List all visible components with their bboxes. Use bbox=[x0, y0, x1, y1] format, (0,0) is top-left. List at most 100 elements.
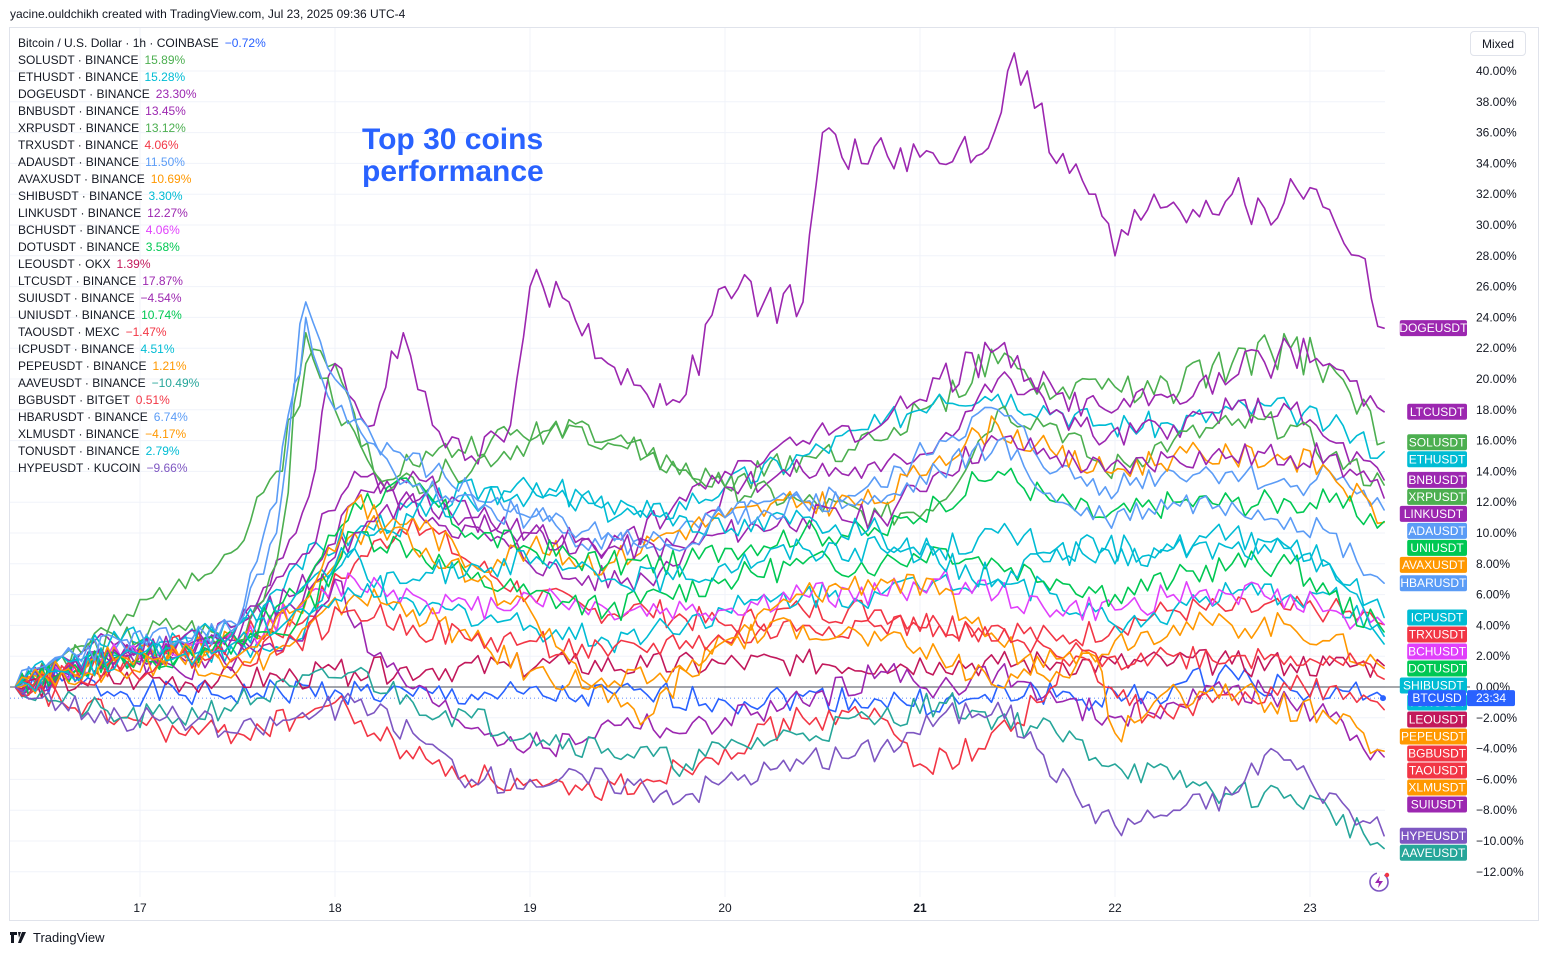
legend-symbol: DOTUSDT · BINANCE bbox=[18, 240, 140, 254]
y-tick-label: 16.00% bbox=[1476, 434, 1517, 448]
last-time-tag: 23:34 bbox=[1476, 691, 1506, 705]
tag-bg-suiusdt bbox=[1407, 796, 1467, 813]
legend-symbol: TRXUSDT · BINANCE bbox=[18, 138, 139, 152]
legend-item[interactable]: SUIUSDT · BINANCE −4.54% bbox=[18, 290, 266, 307]
legend-symbol: LEOUSDT · OKX bbox=[18, 257, 111, 271]
legend-symbol: HBARUSDT · BINANCE bbox=[18, 410, 148, 424]
tag-bg-uniusdt bbox=[1407, 539, 1467, 556]
legend-item[interactable]: DOTUSDT · BINANCE 3.58% bbox=[18, 239, 266, 256]
legend-symbol: XLMUSDT · BINANCE bbox=[18, 427, 140, 441]
y-tick-label: −10.00% bbox=[1476, 834, 1524, 848]
tag-bg-dotusdt bbox=[1407, 660, 1467, 677]
y-tick-label: 40.00% bbox=[1476, 64, 1517, 78]
legend-item[interactable]: LTCUSDT · BINANCE 17.87% bbox=[18, 273, 266, 290]
tag-label-shibusdt: SHIBUSDT bbox=[1403, 679, 1464, 693]
y-tick-label: 22.00% bbox=[1476, 341, 1517, 355]
tag-label-leousdt: LEOUSDT bbox=[1409, 713, 1466, 727]
legend-change: −9.66% bbox=[146, 461, 188, 475]
legend-item[interactable]: BNBUSDT · BINANCE 13.45% bbox=[18, 103, 266, 120]
legend-item[interactable]: AAVEUSDT · BINANCE −10.49% bbox=[18, 375, 266, 392]
y-tick-label: 8.00% bbox=[1476, 557, 1510, 571]
series-line-btcusd bbox=[14, 664, 1385, 717]
scale-mode-button[interactable]: Mixed bbox=[1470, 31, 1526, 56]
tag-bg-hypeusdt bbox=[1399, 827, 1467, 844]
legend-change: 15.28% bbox=[144, 70, 186, 84]
tag-label-linkusdt: LINKUSDT bbox=[1404, 507, 1464, 521]
tradingview-logo-icon bbox=[10, 932, 26, 943]
legend-item[interactable]: SHIBUSDT · BINANCE 3.30% bbox=[18, 188, 266, 205]
legend-change: 4.51% bbox=[140, 342, 175, 356]
legend-symbol: SOLUSDT · BINANCE bbox=[18, 53, 139, 67]
sparkle-lightning-icon[interactable] bbox=[1368, 871, 1390, 893]
tag-bg-adausdt bbox=[1407, 522, 1467, 539]
tag-bg-bnbusdt bbox=[1407, 471, 1467, 488]
legend-symbol: SUIUSDT · BINANCE bbox=[18, 291, 135, 305]
tag-bg-linkusdt bbox=[1399, 505, 1467, 522]
tag-label-xrpusdt: XRPUSDT bbox=[1408, 490, 1466, 504]
legend-item[interactable]: Bitcoin / U.S. Dollar · 1h · COINBASE −0.… bbox=[18, 35, 266, 52]
tradingview-brand[interactable]: TradingView bbox=[10, 930, 105, 945]
y-tick-label: 10.00% bbox=[1476, 526, 1517, 540]
y-tick-label: −6.00% bbox=[1476, 772, 1517, 786]
y-tick-label: 38.00% bbox=[1476, 95, 1517, 109]
series-line-hbarusdt bbox=[14, 316, 1385, 688]
x-tick-label: 20 bbox=[718, 901, 732, 915]
y-tick-label: 28.00% bbox=[1476, 249, 1517, 263]
chart-byline: yacine.ouldchikh created with TradingVie… bbox=[10, 7, 406, 21]
legend-symbol: ADAUSDT · BINANCE bbox=[18, 155, 140, 169]
series-line-aaveusdt bbox=[14, 666, 1385, 850]
legend-item[interactable]: PEPEUSDT · BINANCE 1.21% bbox=[18, 358, 266, 375]
legend-symbol: LTCUSDT · BINANCE bbox=[18, 274, 137, 288]
legend-item[interactable]: SOLUSDT · BINANCE 15.89% bbox=[18, 52, 266, 69]
legend-change: 2.79% bbox=[145, 444, 180, 458]
legend-item[interactable]: LINKUSDT · BINANCE 12.27% bbox=[18, 205, 266, 222]
x-tick-label: 19 bbox=[523, 901, 537, 915]
legend-item[interactable]: LEOUSDT · OKX 1.39% bbox=[18, 256, 266, 273]
series-line-dogeusdt bbox=[14, 52, 1385, 696]
tag-label-uniusdt: UNIUSDT bbox=[1410, 541, 1464, 555]
x-tick-label: 17 bbox=[133, 901, 147, 915]
tag-bg-pepeusdt bbox=[1399, 728, 1467, 745]
legend-symbol: SHIBUSDT · BINANCE bbox=[18, 189, 143, 203]
legend-item[interactable]: DOGEUSDT · BINANCE 23.30% bbox=[18, 86, 266, 103]
tag-bg-icpusdt bbox=[1407, 609, 1467, 626]
tag-label-adausdt: ADAUSDT bbox=[1408, 524, 1466, 538]
tag-label-taousdt: TAOUSDT bbox=[1409, 764, 1466, 778]
y-tick-label: −4.00% bbox=[1476, 742, 1517, 756]
legend-change: 10.74% bbox=[141, 308, 182, 322]
y-axis[interactable]: 40.00% 38.00% 36.00% 34.00% 32.00% 30.00% 28.0… bbox=[1476, 64, 1524, 879]
legend-item[interactable]: UNIUSDT · BINANCE 10.74% bbox=[18, 307, 266, 324]
tag-label-suiusdt: SUIUSDT bbox=[1411, 798, 1464, 812]
legend-change: −0.72% bbox=[224, 36, 266, 50]
tag-label-dotusdt: DOTUSDT bbox=[1408, 662, 1467, 676]
series-tags: DOGEUSDT LTCUSDT SOLUSDT ETHUSDT BNBUSDT XRPU… bbox=[10, 320, 1515, 861]
tag-bg-ltcusdt bbox=[1407, 403, 1467, 420]
series-line-icpusdt bbox=[14, 476, 1385, 688]
chart-frame bbox=[9, 27, 1539, 921]
time-tag-bg bbox=[1467, 690, 1515, 707]
legend-item[interactable]: ADAUSDT · BINANCE 11.50% bbox=[18, 154, 266, 171]
x-tick-label: 18 bbox=[328, 901, 342, 915]
legend-item[interactable]: ICPUSDT · BINANCE 4.51% bbox=[18, 341, 266, 358]
legend-change: 17.87% bbox=[142, 274, 183, 288]
symbol-legend: Bitcoin / U.S. Dollar · 1h · COINBASE −0.… bbox=[18, 35, 266, 477]
tag-bg-avaxusdt bbox=[1399, 556, 1467, 573]
legend-item[interactable]: AVAXUSDT · BINANCE 10.69% bbox=[18, 171, 266, 188]
legend-item[interactable]: ETHUSDT · BINANCE 15.28% bbox=[18, 69, 266, 86]
legend-item[interactable]: XLMUSDT · BINANCE −4.17% bbox=[18, 426, 266, 443]
legend-item[interactable]: XRPUSDT · BINANCE 13.12% bbox=[18, 120, 266, 137]
legend-item[interactable]: TAOUSDT · MEXC −1.47% bbox=[18, 324, 266, 341]
x-axis[interactable]: 17 18 19 20 21 22 23 bbox=[133, 901, 1317, 915]
legend-item[interactable]: TRXUSDT · BINANCE 4.06% bbox=[18, 137, 266, 154]
tag-label-hypeusdt: HYPEUSDT bbox=[1401, 829, 1467, 843]
legend-item[interactable]: BGBUSDT · BITGET 0.51% bbox=[18, 392, 266, 409]
legend-symbol: BCHUSDT · BINANCE bbox=[18, 223, 140, 237]
legend-item[interactable]: HBARUSDT · BINANCE 6.74% bbox=[18, 409, 266, 426]
legend-item[interactable]: BCHUSDT · BINANCE 4.06% bbox=[18, 222, 266, 239]
legend-symbol: BNBUSDT · BINANCE bbox=[18, 104, 140, 118]
series-line-taousdt bbox=[14, 655, 1385, 801]
legend-item[interactable]: TONUSDT · BINANCE 2.79% bbox=[18, 443, 266, 460]
legend-item[interactable]: HYPEUSDT · KUCOIN −9.66% bbox=[18, 460, 266, 477]
legend-change: 1.21% bbox=[152, 359, 187, 373]
